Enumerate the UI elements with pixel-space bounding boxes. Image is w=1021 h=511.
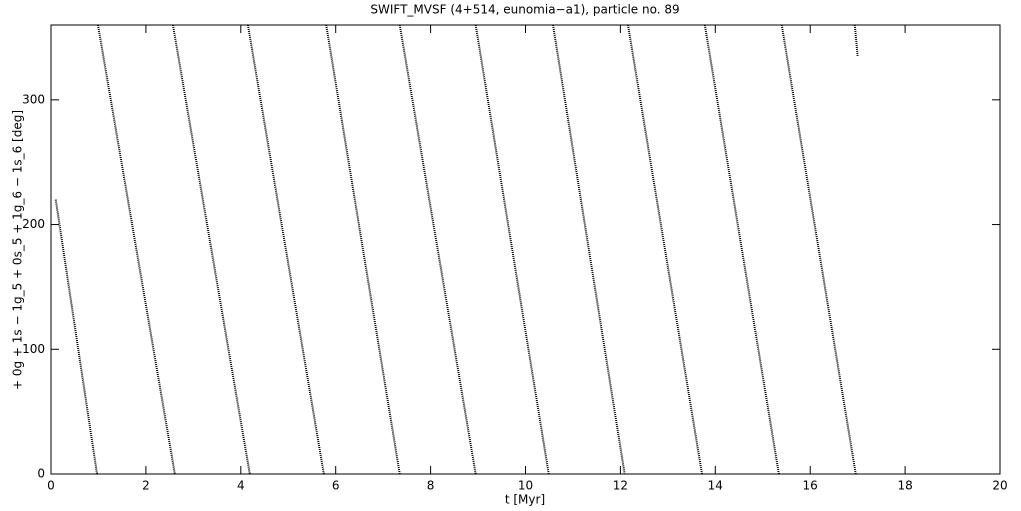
x-axis-label: t [Myr] xyxy=(505,493,545,507)
x-tick-label: 16 xyxy=(803,479,818,493)
x-tick-label: 12 xyxy=(613,479,628,493)
x-tick-label: 18 xyxy=(897,479,912,493)
chart-title: SWIFT_MVSF (4+514, eunomia−a1), particle… xyxy=(370,3,679,17)
y-tick-label: 300 xyxy=(22,92,45,106)
x-tick-label: 2 xyxy=(142,479,150,493)
y-tick-label: 200 xyxy=(22,217,45,231)
x-tick-label: 6 xyxy=(332,479,340,493)
y-axis-label: + 0g + 1s − 1g_5 + 0s_5 + 1g_6 − 1s_6 [d… xyxy=(11,110,25,390)
data-line xyxy=(54,24,859,475)
x-tick-label: 0 xyxy=(47,479,55,493)
x-tick-label: 10 xyxy=(518,479,533,493)
x-tick-label: 4 xyxy=(237,479,245,493)
y-tick-label: 100 xyxy=(22,342,45,356)
plot-frame xyxy=(50,24,1001,475)
x-tick-label: 8 xyxy=(427,479,435,493)
x-tick-label: 14 xyxy=(708,479,723,493)
x-tick-label: 20 xyxy=(992,479,1007,493)
y-tick-label: 0 xyxy=(37,467,45,481)
